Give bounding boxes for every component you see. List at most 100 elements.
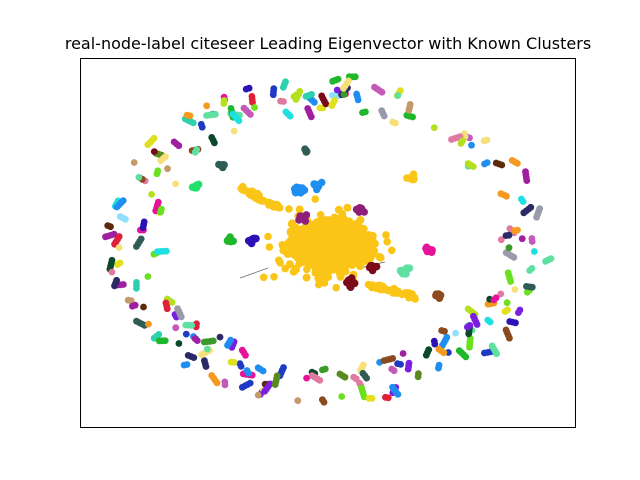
ring-node: [384, 394, 392, 402]
ring-node: [261, 387, 269, 395]
ring-node: [378, 88, 386, 96]
giant-component-node: [382, 231, 390, 239]
ring-node: [431, 340, 439, 348]
ring-node: [111, 282, 118, 290]
ring-node: [247, 111, 254, 118]
giant-component-node: [287, 220, 296, 228]
giant-component-node: [352, 230, 361, 239]
ring-node: [144, 273, 152, 280]
ring-node: [157, 208, 164, 216]
ring-node: [249, 99, 256, 106]
ring-node: [221, 381, 229, 389]
sub-cluster-node: [427, 248, 436, 256]
ring-node: [175, 340, 183, 347]
ring-node: [188, 322, 196, 329]
ring-node: [230, 358, 238, 366]
ring-node: [328, 102, 336, 109]
ring-node: [501, 308, 509, 315]
ring-node: [200, 338, 208, 346]
giant-component-node: [336, 263, 344, 272]
ring-node: [511, 286, 519, 293]
ring-node: [518, 235, 526, 243]
giant-component-node: [314, 280, 323, 289]
ring-node: [216, 333, 224, 341]
giant-component-node: [342, 233, 350, 242]
giant-component-node: [330, 242, 339, 250]
ring-node: [148, 191, 156, 198]
giant-component-node: [373, 282, 381, 290]
giant-component-node: [411, 295, 419, 303]
ring-node: [150, 148, 158, 156]
giant-component-node: [288, 232, 297, 240]
ring-node: [303, 374, 310, 382]
giant-component-node: [311, 195, 320, 203]
ring-node: [280, 98, 287, 105]
ring-node: [271, 381, 279, 388]
chart-title: real-node-label citeseer Leading Eigenve…: [65, 34, 591, 53]
ring-node: [286, 112, 294, 120]
giant-component-node: [362, 247, 370, 255]
ring-node: [498, 161, 506, 169]
ring-node: [254, 391, 262, 399]
ring-node: [473, 321, 481, 328]
sub-cluster-node: [224, 236, 233, 244]
ring-node: [127, 297, 135, 305]
giant-component-node: [294, 247, 303, 256]
giant-component-node: [398, 290, 407, 299]
sub-cluster-node: [301, 217, 310, 225]
ring-node: [302, 93, 310, 100]
ring-node: [511, 227, 518, 235]
giant-component-node: [285, 205, 293, 213]
ring-node: [466, 343, 473, 351]
ring-node: [130, 159, 138, 166]
ring-node: [203, 345, 211, 353]
ring-node: [338, 393, 346, 400]
ring-node: [154, 248, 161, 256]
ring-node: [506, 334, 513, 342]
ring-node: [493, 350, 500, 358]
sub-cluster-node: [409, 170, 418, 178]
ring-node: [153, 170, 161, 178]
giant-component-node: [240, 186, 248, 195]
giant-component-node: [352, 259, 361, 267]
sub-cluster-node: [291, 188, 300, 197]
ring-node: [394, 391, 402, 398]
giant-component-node: [388, 246, 396, 255]
giant-component-node: [281, 264, 290, 273]
ring-node: [523, 288, 531, 296]
ring-node: [363, 374, 370, 382]
giant-component-node: [375, 252, 384, 261]
ring-node: [414, 373, 422, 381]
giant-component-node: [345, 217, 354, 226]
ring-node: [505, 244, 513, 252]
ring-node: [211, 139, 218, 147]
giant-component-node: [351, 222, 359, 231]
ring-node: [279, 84, 287, 91]
ring-node: [322, 100, 330, 108]
giant-component-node: [354, 251, 362, 259]
giant-component-node: [405, 293, 413, 302]
ring-node: [528, 238, 536, 245]
ring-node: [163, 305, 171, 313]
giant-component-node: [295, 205, 304, 214]
ring-node: [497, 236, 505, 244]
ring-node: [102, 233, 109, 241]
ring-node: [502, 232, 510, 240]
ring-node: [440, 349, 448, 357]
ring-node: [269, 91, 277, 99]
giant-component-node: [302, 273, 311, 282]
ring-node: [404, 365, 412, 373]
ring-node: [235, 117, 243, 125]
ring-node: [351, 73, 359, 81]
ring-node: [259, 367, 267, 375]
ring-node: [203, 112, 210, 119]
giant-component-node: [313, 217, 322, 226]
ring-node: [242, 351, 249, 359]
giant-component-node: [315, 258, 324, 267]
ring-node: [405, 106, 413, 114]
giant-component-node: [359, 224, 368, 233]
sub-cluster-node: [434, 291, 443, 300]
giant-component-node: [259, 273, 268, 282]
ring-node: [497, 290, 505, 298]
